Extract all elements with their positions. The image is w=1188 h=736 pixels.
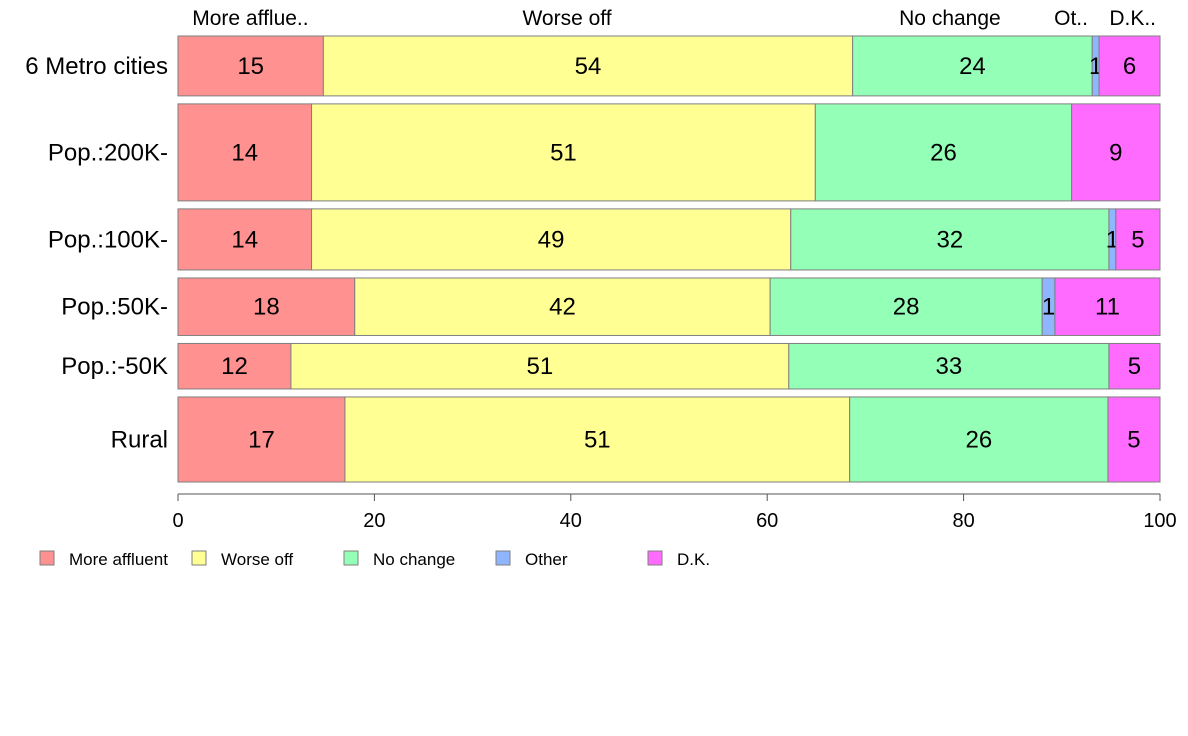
data-label: 18 [253, 294, 280, 321]
category-label: Pop.:100K- [48, 226, 168, 253]
data-label: 49 [538, 226, 565, 253]
bar-segment-d-k- [1098, 35, 1161, 97]
bar-segment-worse-off [311, 103, 816, 202]
data-label: 9 [1109, 139, 1122, 166]
bar-row-1: Pop.:200K- 14 51 26 9 [48, 103, 1161, 202]
bar-row-2: Pop.:100K- 14 49 32 1 5 [48, 208, 1161, 271]
bar-segment-worse-off [322, 35, 854, 97]
category-label: Pop.:50K- [61, 294, 168, 321]
bar-segment-no-change [852, 35, 1093, 97]
bar-segment-worse-off [311, 208, 792, 271]
legend-swatch [191, 550, 207, 566]
bar-segment-no-change [814, 103, 1073, 202]
data-label: 33 [936, 353, 963, 380]
bar-segment-d-k- [1115, 208, 1161, 271]
legend-item: D.K. [647, 550, 710, 569]
top-category-label: No change [899, 7, 1001, 30]
top-category-label: Worse off [522, 7, 611, 30]
x-tick-label: 80 [952, 510, 974, 532]
legend-item: More affluent [39, 550, 168, 569]
category-label: Pop.:200K- [48, 139, 168, 166]
category-label: Pop.:-50K [61, 353, 168, 380]
x-tick-label: 40 [560, 510, 582, 532]
data-label: 1 [1042, 294, 1055, 321]
legend: More affluent Worse off No change Other D.K. [39, 550, 710, 569]
legend-label: No change [373, 550, 455, 569]
top-labels: More afflue.. Worse off No change Ot.. D.K.. [192, 7, 1156, 30]
bar-segment-more-affluent [177, 342, 292, 390]
data-label: 51 [527, 353, 554, 380]
legend-item: No change [343, 550, 455, 569]
data-label: 51 [584, 426, 611, 453]
bar-segment-more-affluent [177, 277, 356, 336]
x-axis: 0 20 40 60 80 100 [172, 493, 1177, 532]
bar-segment-no-change [788, 342, 1110, 390]
bar-row-4: Pop.:-50K 12 51 33 5 [61, 342, 1161, 390]
data-label: 14 [231, 226, 258, 253]
bar-segment-more-affluent [177, 396, 346, 483]
legend-swatch [495, 550, 511, 566]
category-label: Rural [111, 426, 168, 453]
bar-row-0: 6 Metro cities 15 54 24 1 6 [25, 35, 1161, 97]
top-category-label: Ot.. [1054, 7, 1088, 30]
data-label: 54 [575, 53, 602, 80]
legend-label: Other [525, 550, 568, 569]
bar-segment-worse-off [290, 342, 790, 390]
legend-swatch [647, 550, 663, 566]
data-label: 12 [221, 353, 248, 380]
x-tick-label: 0 [172, 510, 183, 532]
legend-item: Other [495, 550, 568, 569]
data-label: 5 [1131, 226, 1144, 253]
data-label: 5 [1127, 426, 1140, 453]
legend-label: D.K. [677, 550, 710, 569]
legend-swatch [343, 550, 359, 566]
data-label: 5 [1128, 353, 1141, 380]
legend-label: Worse off [221, 550, 293, 569]
bar-segment-d-k- [1071, 103, 1161, 202]
bar-segment-worse-off [344, 396, 851, 483]
bar-segment-d-k- [1107, 396, 1161, 483]
bar-segment-more-affluent [177, 208, 313, 271]
x-tick-label: 60 [756, 510, 778, 532]
data-label: 32 [937, 226, 964, 253]
top-category-label: More afflue.. [192, 7, 308, 30]
bar-segment-no-change [790, 208, 1110, 271]
bar-segment-d-k- [1108, 342, 1161, 390]
legend-label: More affluent [69, 550, 168, 569]
data-label: 15 [237, 53, 264, 80]
data-label: 14 [231, 139, 258, 166]
data-label: 6 [1123, 53, 1136, 80]
data-label: 11 [1095, 294, 1120, 321]
data-label: 42 [549, 294, 576, 321]
bar-row-3: Pop.:50K- 18 42 28 1 11 [61, 277, 1161, 336]
bar-segment-more-affluent [177, 103, 313, 202]
data-label: 24 [959, 53, 986, 80]
data-label: 17 [248, 426, 275, 453]
bar-segment-d-k- [1054, 277, 1161, 336]
x-tick-label: 20 [363, 510, 385, 532]
legend-item: Worse off [191, 550, 293, 569]
data-label: 26 [965, 426, 992, 453]
data-label: 28 [893, 294, 920, 321]
bar-segment-no-change [769, 277, 1043, 336]
top-category-label: D.K.. [1109, 7, 1156, 30]
data-label: 26 [930, 139, 957, 166]
bar-row-5: Rural 17 51 26 5 [111, 396, 1161, 483]
bar-segment-no-change [849, 396, 1109, 483]
bar-segment-worse-off [354, 277, 771, 336]
data-label: 51 [550, 139, 577, 166]
bar-segment-more-affluent [177, 35, 324, 97]
legend-swatch [39, 550, 55, 566]
x-tick-label: 100 [1143, 510, 1176, 532]
category-label: 6 Metro cities [25, 53, 168, 80]
